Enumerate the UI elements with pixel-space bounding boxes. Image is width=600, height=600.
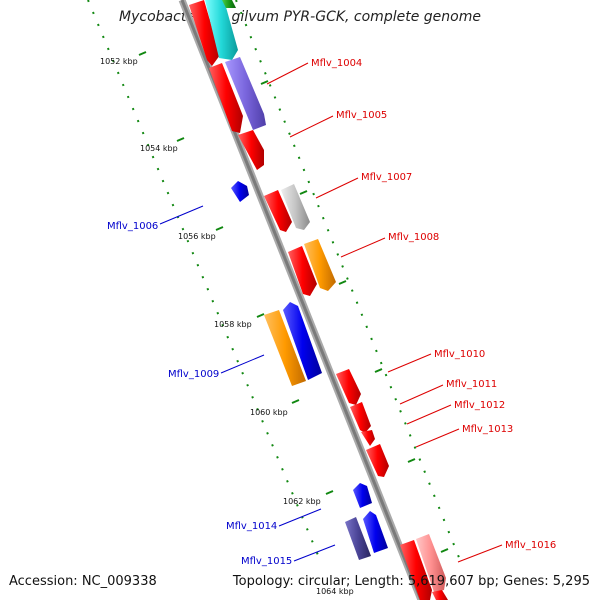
gene-mflv-1013 [366, 444, 389, 477]
gene-label: Mflv_1013 [462, 424, 513, 435]
gene-label: Mflv_1010 [434, 349, 485, 360]
gene-mflv-1004 [209, 63, 243, 133]
gene-cyan-top [205, 0, 238, 60]
gene-mflv-1014 [353, 483, 372, 508]
gene-label: Mflv_1016 [505, 540, 556, 551]
kbp-label: 1064 kbp [316, 587, 354, 596]
gene-mflv-1009 [264, 310, 306, 386]
gene-mflv-1012 [361, 430, 375, 446]
gene-mflv-1006 [231, 181, 249, 202]
gene-label: Mflv_1006 [107, 221, 158, 232]
gene-label: Mflv_1008 [388, 232, 439, 243]
genome-summary-text: Topology: circular; Length: 5,619,607 bp… [232, 574, 590, 589]
accession-text: Accession: NC_009338 [9, 574, 157, 589]
gene-label: Mflv_1012 [454, 400, 505, 411]
gene-mflv-1004-partner [225, 57, 266, 130]
kbp-label: 1056 kbp [178, 232, 216, 241]
gene-mflv-1005 [238, 130, 264, 170]
tick-track-inner [87, 0, 321, 561]
tick-track-outer [235, 0, 461, 561]
gene-label: Mflv_1014 [226, 521, 277, 532]
gene-label: Mflv_1005 [336, 110, 387, 121]
gene-label: Mflv_1007 [361, 172, 412, 183]
gene-mflv-1015-partner [363, 511, 388, 553]
kbp-labels: 1052 kbp 1054 kbp 1056 kbp 1058 kbp 1060… [100, 57, 354, 596]
forward-genes [189, 0, 448, 600]
reverse-genes [231, 181, 388, 560]
gene-mflv-1008 [288, 246, 317, 296]
gene-mflv-1015 [345, 517, 371, 560]
gene-mflv-1007 [264, 190, 292, 232]
gene-label: Mflv_1015 [241, 556, 292, 567]
kbp-label: 1052 kbp [100, 57, 138, 66]
gene-mflv-1016-lower [432, 590, 448, 600]
gene-mflv-1016 [400, 540, 432, 600]
gene-forward-top [189, 0, 220, 66]
major-ticks [138, 51, 449, 553]
gene-mflv-1016-partner [416, 534, 446, 592]
gene-labels: Mflv_1004 Mflv_1005 Mflv_1007 Mflv_1008 … [107, 58, 556, 567]
label-leaders [159, 62, 503, 563]
gene-mflv-1009-partner [283, 302, 322, 380]
kbp-label: 1054 kbp [140, 144, 178, 153]
gene-mflv-1010 [336, 369, 361, 405]
gene-green-top [222, 0, 236, 8]
kbp-label: 1060 kbp [250, 408, 288, 417]
gene-mflv-1011 [350, 402, 371, 433]
gene-mflv-1007-partner [281, 184, 310, 230]
gene-label: Mflv_1011 [446, 379, 497, 390]
kbp-label: 1062 kbp [283, 497, 321, 506]
kbp-label: 1058 kbp [214, 320, 252, 329]
gene-label: Mflv_1009 [168, 369, 219, 380]
gene-label: Mflv_1004 [311, 58, 362, 69]
gene-mflv-1008-partner [304, 239, 336, 291]
